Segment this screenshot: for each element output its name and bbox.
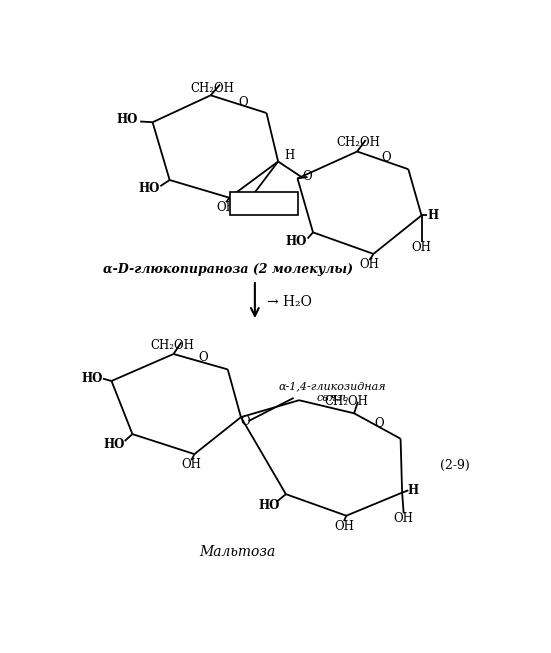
Text: O: O <box>374 417 383 430</box>
Bar <box>230 193 298 215</box>
Text: OH: OH <box>216 201 236 214</box>
Text: HO: HO <box>285 235 307 248</box>
Text: O: O <box>239 97 248 110</box>
Text: CH₂OH: CH₂OH <box>190 82 234 95</box>
Text: CH₂OH: CH₂OH <box>336 136 380 149</box>
Text: HO: HO <box>103 438 125 451</box>
Text: OH: OH <box>181 458 201 471</box>
Text: O: O <box>198 351 208 364</box>
Text: HO: HO <box>82 372 103 385</box>
Text: HO: HO <box>138 182 159 195</box>
Text: OH: OH <box>360 258 380 271</box>
Text: α-1,4-гликозидная: α-1,4-гликозидная <box>279 381 386 391</box>
Text: H: H <box>407 484 419 497</box>
Text: OH: OH <box>394 513 414 525</box>
Text: H: H <box>285 149 295 162</box>
Text: → H₂O: → H₂O <box>267 295 312 309</box>
Text: HO: HO <box>258 499 279 512</box>
Text: OH: OH <box>239 197 258 210</box>
Text: CH₂OH: CH₂OH <box>325 395 368 408</box>
Text: O: O <box>382 151 391 164</box>
Text: α-D-глюкопираноза (2 молекулы): α-D-глюкопираноза (2 молекулы) <box>102 263 353 276</box>
Text: O: O <box>302 170 312 183</box>
Text: H: H <box>428 209 439 222</box>
Text: HO: HO <box>116 113 138 125</box>
Text: CH₂OH: CH₂OH <box>150 339 194 352</box>
Text: (2-9): (2-9) <box>440 459 469 472</box>
Text: H: H <box>279 197 289 210</box>
Text: связь: связь <box>316 393 348 403</box>
Text: OH: OH <box>334 520 354 533</box>
Text: O: O <box>241 415 250 428</box>
Text: OH: OH <box>412 241 431 254</box>
Text: Мальтоза: Мальтоза <box>199 545 276 559</box>
